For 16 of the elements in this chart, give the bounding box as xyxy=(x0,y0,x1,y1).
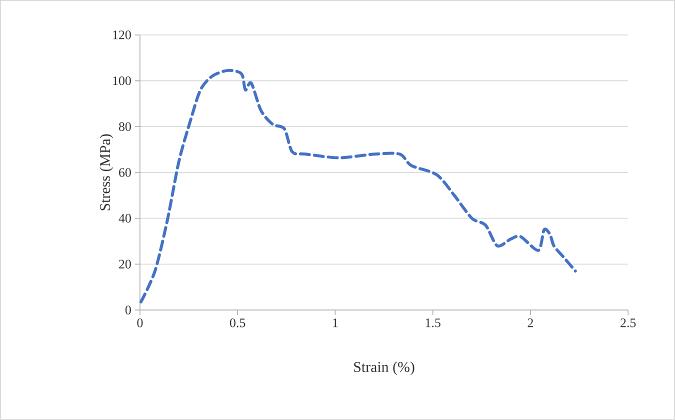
y-tick-label: 40 xyxy=(118,214,131,223)
x-tick-label: 0.5 xyxy=(230,318,246,328)
y-tick-label: 0 xyxy=(125,306,131,314)
x-tick-label: 1.5 xyxy=(426,318,440,328)
x-axis-title: Strain (%) xyxy=(354,362,414,376)
x-tick-label: 2 xyxy=(528,318,533,328)
y-axis-title: Stress (MPa) xyxy=(100,134,114,210)
y-tick-label: 20 xyxy=(119,260,131,269)
line-series xyxy=(139,68,577,304)
y-tick-label: 60 xyxy=(119,168,131,177)
y-tick-label: 120 xyxy=(113,30,131,40)
x-tick-label: 1 xyxy=(333,318,338,328)
y-tick-label: 100 xyxy=(113,76,131,86)
x-tick-label: 0 xyxy=(137,318,143,328)
y-tick-label: 80 xyxy=(118,122,131,132)
x-tick-label: 2.5 xyxy=(620,318,636,328)
